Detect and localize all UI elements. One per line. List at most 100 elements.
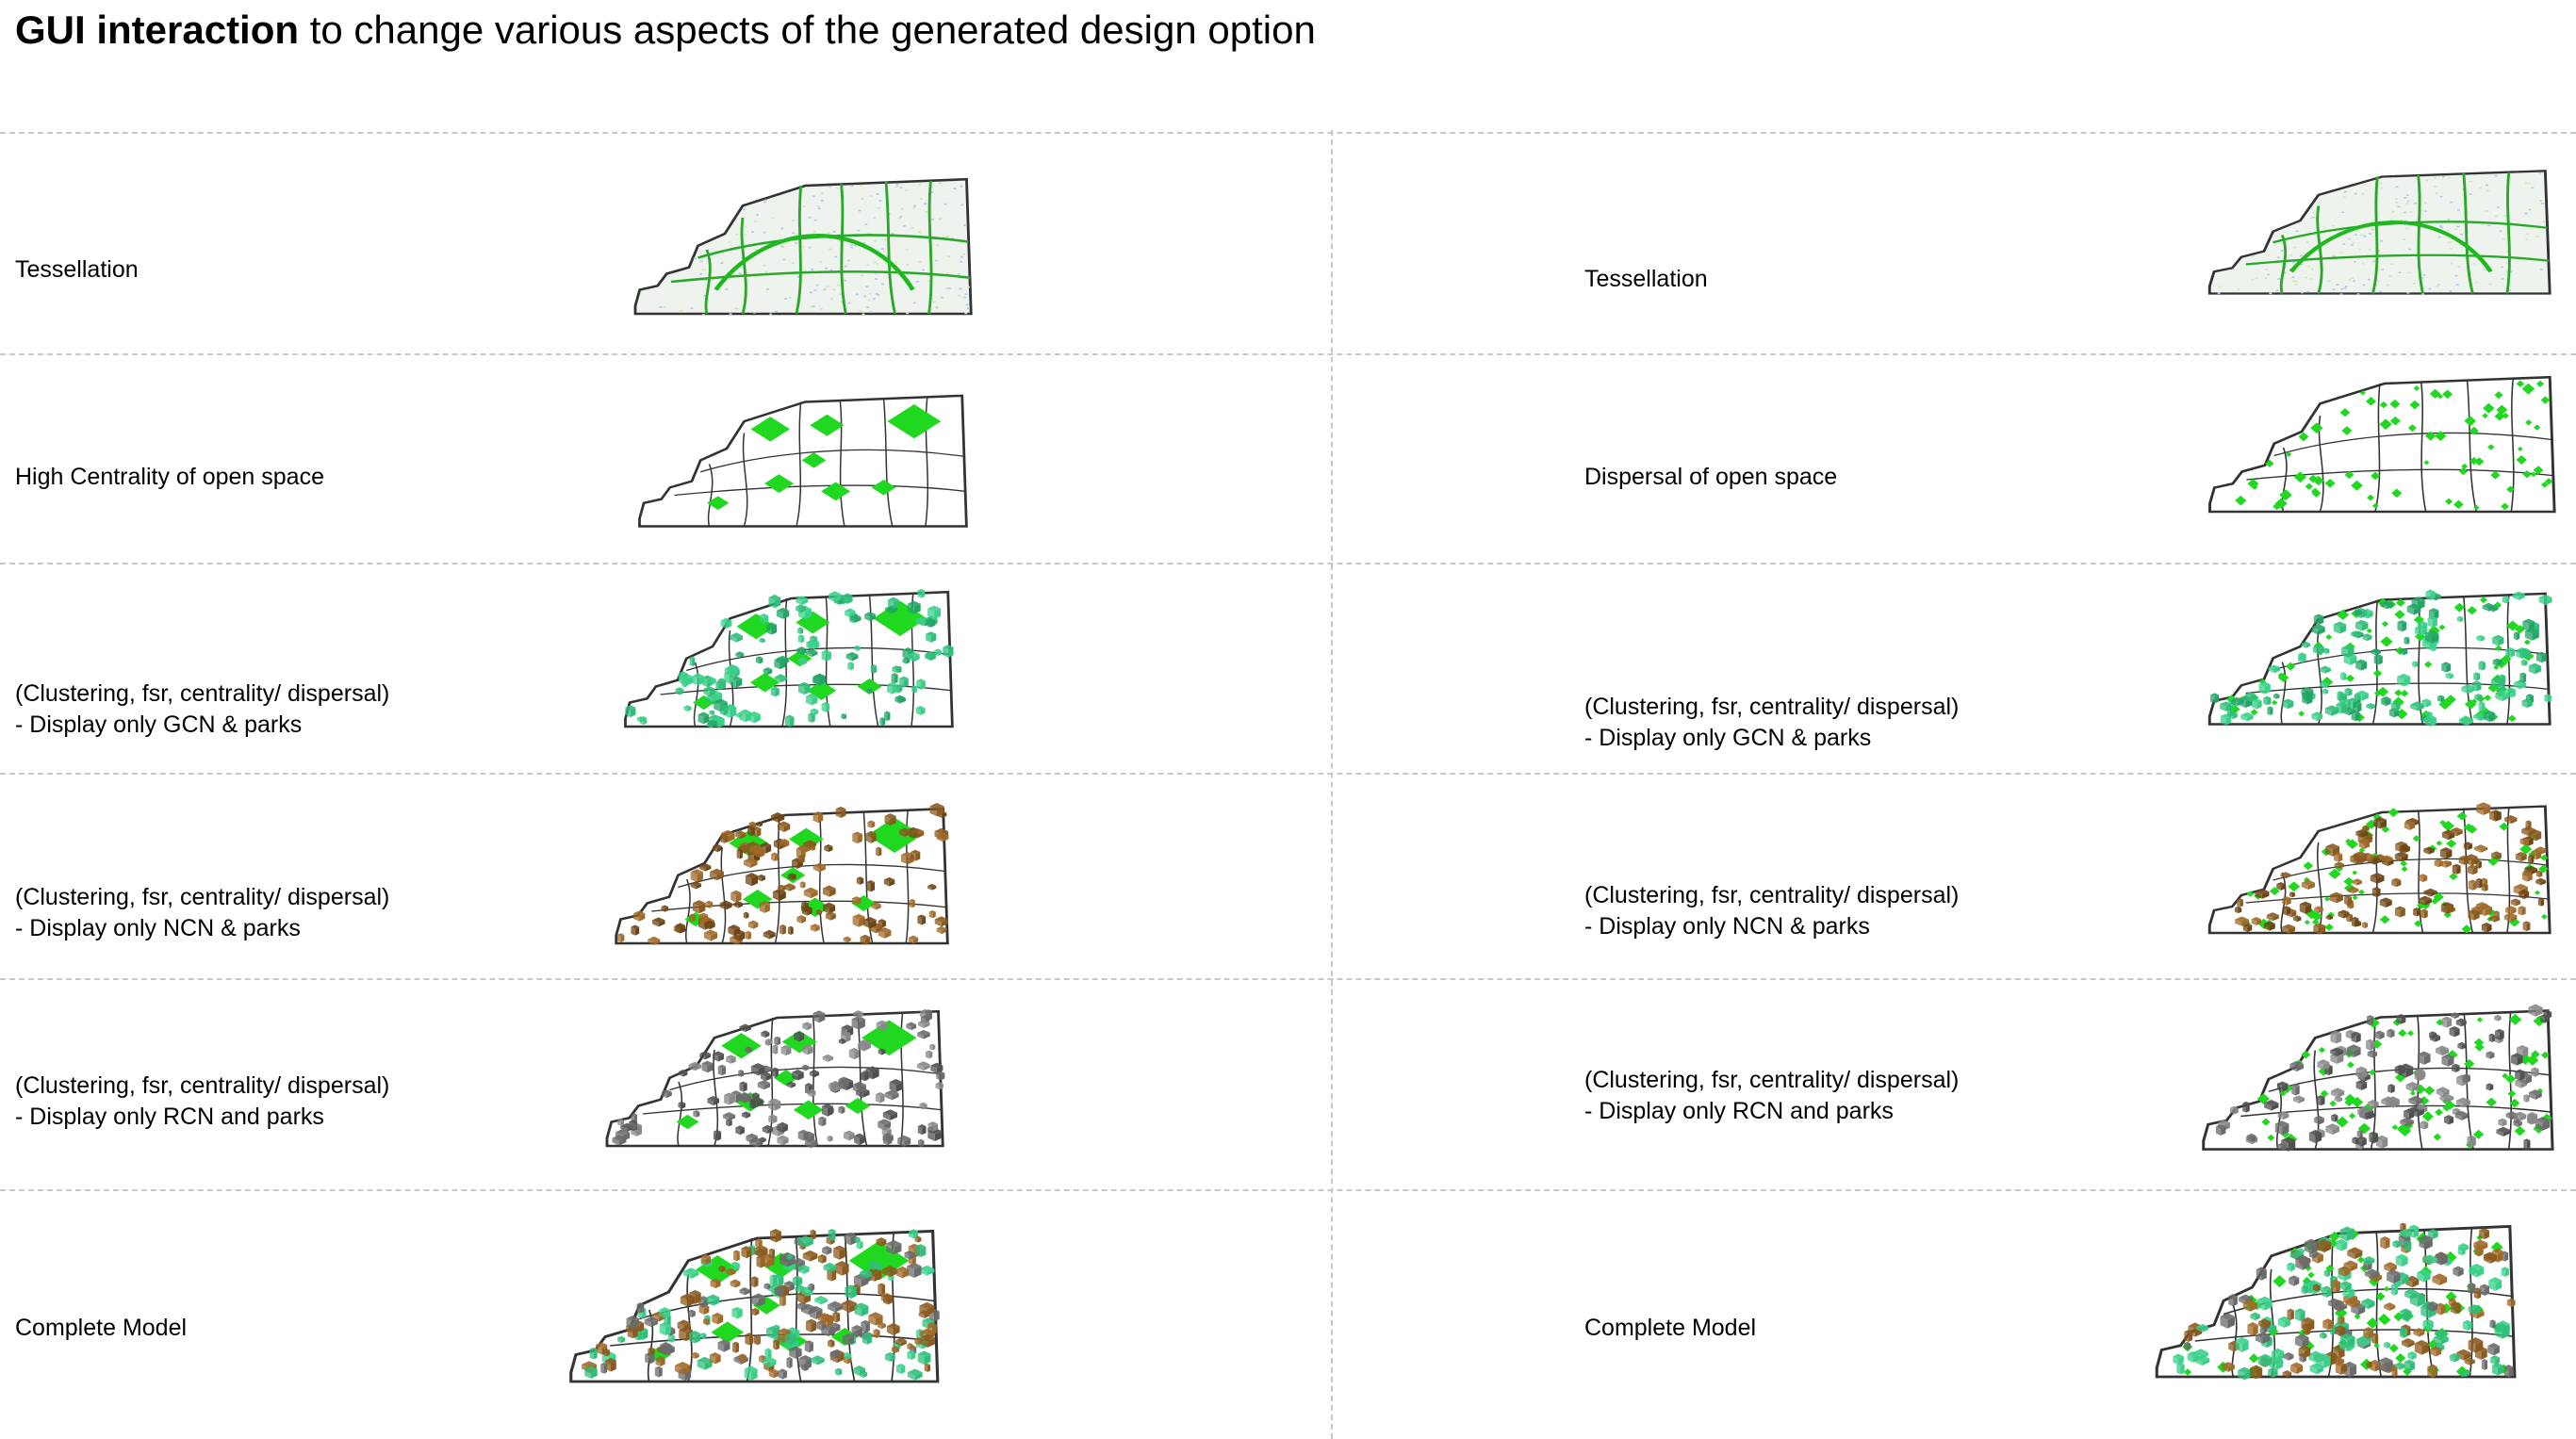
building bbox=[863, 916, 877, 929]
building bbox=[845, 1284, 857, 1300]
tessellation-cell bbox=[966, 307, 970, 309]
park bbox=[2308, 474, 2318, 483]
street-line bbox=[720, 846, 727, 944]
building bbox=[2488, 1033, 2495, 1043]
building bbox=[2313, 613, 2324, 626]
tessellation-cell bbox=[938, 182, 942, 185]
building bbox=[755, 656, 763, 664]
building bbox=[2535, 877, 2546, 886]
building bbox=[2467, 1135, 2476, 1148]
building bbox=[720, 833, 729, 843]
building bbox=[2457, 1041, 2467, 1050]
park bbox=[2442, 1104, 2452, 1112]
building bbox=[899, 827, 911, 837]
building bbox=[2503, 912, 2518, 923]
park bbox=[2310, 422, 2323, 433]
park bbox=[2502, 1072, 2509, 1079]
tessellation-cell bbox=[812, 195, 815, 198]
building bbox=[845, 651, 859, 662]
building bbox=[2512, 591, 2525, 600]
park bbox=[2467, 825, 2478, 834]
building bbox=[707, 1095, 720, 1106]
building bbox=[768, 1248, 776, 1259]
building bbox=[2430, 1033, 2441, 1042]
park bbox=[2522, 470, 2532, 479]
building bbox=[2251, 698, 2262, 710]
building bbox=[2429, 645, 2437, 652]
tessellation-cell bbox=[2531, 187, 2535, 189]
building bbox=[2210, 693, 2220, 704]
tessellation-cell bbox=[2403, 238, 2406, 241]
building bbox=[2345, 1297, 2361, 1308]
building bbox=[802, 1022, 812, 1031]
row-divider bbox=[0, 1189, 2576, 1191]
tessellation-cell bbox=[2434, 186, 2437, 188]
street-line bbox=[651, 900, 947, 912]
building bbox=[812, 862, 826, 873]
tessellation-cell bbox=[2419, 209, 2422, 211]
tessellation-cell bbox=[2398, 271, 2402, 273]
building bbox=[853, 1365, 866, 1376]
building bbox=[861, 1319, 870, 1333]
building bbox=[730, 890, 742, 903]
building bbox=[750, 1276, 759, 1288]
building bbox=[2528, 1004, 2543, 1017]
park bbox=[2311, 919, 2320, 925]
building bbox=[917, 914, 927, 925]
building bbox=[796, 596, 809, 606]
tessellation-cell bbox=[861, 274, 864, 277]
park bbox=[2544, 478, 2553, 485]
tessellation-cell bbox=[745, 271, 748, 274]
building bbox=[2321, 1285, 2333, 1298]
building bbox=[911, 685, 917, 694]
tessellation-cell bbox=[2539, 200, 2543, 202]
tessellation-cell bbox=[2217, 292, 2221, 295]
street-line bbox=[839, 400, 845, 527]
tessellation-cell bbox=[2218, 286, 2222, 288]
building bbox=[2363, 1327, 2374, 1339]
label-line-2: - Display only RCN and parks bbox=[15, 1104, 324, 1130]
label-line-1: (Clustering, fsr, centrality/ dispersal) bbox=[15, 884, 390, 910]
tessellation-cell bbox=[2267, 273, 2271, 276]
building bbox=[920, 1333, 935, 1348]
tessellation-cell bbox=[862, 242, 866, 244]
building bbox=[915, 706, 926, 715]
tessellation-cell bbox=[2457, 266, 2461, 268]
tessellation-cell bbox=[947, 255, 950, 258]
tessellation-cell bbox=[2437, 284, 2441, 286]
building bbox=[689, 1289, 701, 1304]
building bbox=[659, 1307, 671, 1318]
building bbox=[925, 617, 936, 628]
row-label: Dispersal of open space bbox=[1584, 462, 1837, 493]
building bbox=[828, 1228, 836, 1241]
park bbox=[2490, 470, 2501, 480]
tessellation-cell bbox=[2292, 246, 2296, 249]
park bbox=[2303, 876, 2310, 883]
building bbox=[2519, 647, 2531, 660]
street-line bbox=[844, 1234, 856, 1382]
tessellation-cell bbox=[916, 280, 919, 283]
building bbox=[617, 1335, 626, 1344]
building bbox=[713, 1051, 725, 1062]
tessellation-cell bbox=[936, 244, 939, 247]
building bbox=[907, 600, 921, 614]
tessellation-cell bbox=[829, 248, 832, 251]
tessellation-cell bbox=[2439, 225, 2443, 227]
tessellation-cell bbox=[2478, 187, 2482, 189]
street-line bbox=[2510, 378, 2515, 513]
tessellation-cell bbox=[964, 312, 968, 315]
building bbox=[2366, 1038, 2374, 1051]
building bbox=[2364, 1111, 2375, 1120]
building bbox=[2449, 1352, 2460, 1363]
building bbox=[762, 1124, 773, 1135]
building bbox=[2458, 715, 2474, 726]
tessellation-cell bbox=[792, 232, 796, 235]
building bbox=[891, 673, 898, 684]
tessellation-cell bbox=[795, 242, 797, 244]
building bbox=[882, 1133, 894, 1143]
building bbox=[2356, 1136, 2367, 1147]
building bbox=[2381, 696, 2391, 707]
building bbox=[2256, 1332, 2271, 1345]
tessellation-cell bbox=[2508, 289, 2512, 291]
park bbox=[752, 1296, 780, 1315]
